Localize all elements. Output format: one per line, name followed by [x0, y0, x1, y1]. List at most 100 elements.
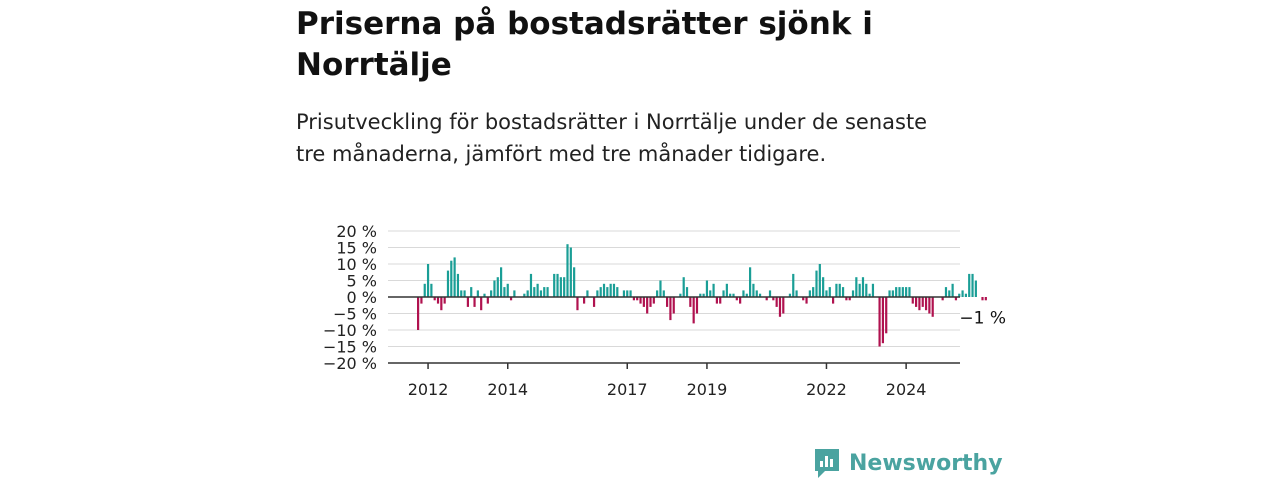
axes — [388, 296, 960, 364]
bar — [705, 280, 709, 297]
bar — [596, 290, 599, 297]
bar — [632, 297, 635, 301]
bar — [480, 297, 483, 311]
bar — [828, 287, 831, 297]
y-tick-label: 20 % — [336, 222, 377, 241]
bar — [456, 273, 460, 297]
bar — [436, 297, 440, 304]
bar — [898, 287, 901, 297]
bar — [490, 290, 493, 297]
y-tick-label: −5 % — [333, 305, 377, 324]
bar — [556, 273, 559, 297]
bar — [536, 283, 539, 297]
bar — [599, 287, 602, 297]
bar — [666, 297, 669, 307]
bar — [881, 297, 884, 344]
bar — [682, 277, 685, 297]
brand-logo: Newsworthy — [813, 446, 1003, 480]
bar — [639, 297, 642, 304]
bar — [964, 293, 967, 297]
bar — [765, 297, 768, 301]
brand-name: Newsworthy — [849, 450, 1003, 476]
bar — [885, 297, 888, 334]
bar — [649, 297, 652, 307]
bar — [808, 290, 811, 297]
bar — [523, 293, 526, 297]
y-tick-label: 15 % — [336, 239, 377, 258]
bar — [503, 287, 506, 297]
bar — [629, 290, 632, 297]
bar — [812, 287, 815, 297]
bar — [758, 293, 762, 297]
bar — [968, 273, 971, 297]
bar — [569, 247, 572, 297]
bar — [835, 283, 838, 297]
y-tick-label: −10 % — [323, 321, 377, 340]
bar — [871, 283, 875, 297]
bar — [745, 293, 748, 297]
bar — [775, 297, 778, 307]
bar — [450, 260, 453, 297]
bar — [529, 273, 533, 297]
bar — [602, 283, 606, 297]
bar — [443, 297, 446, 304]
bar — [509, 297, 513, 301]
bar — [473, 297, 476, 307]
bar — [493, 280, 496, 297]
bar — [636, 297, 639, 301]
bar — [815, 270, 818, 297]
bar — [732, 293, 735, 297]
bar — [695, 297, 699, 314]
bar — [513, 290, 516, 297]
x-tick-label: 2024 — [886, 380, 927, 399]
bar — [981, 297, 984, 301]
bar — [822, 277, 825, 297]
bar — [463, 290, 466, 297]
bar — [915, 297, 918, 307]
bar — [566, 244, 569, 297]
bar — [616, 287, 619, 297]
bar — [908, 287, 911, 297]
bar — [496, 277, 499, 297]
bar — [672, 297, 675, 314]
bar — [768, 290, 772, 297]
bar — [755, 290, 758, 297]
bar — [546, 287, 549, 297]
x-tick-label: 2019 — [687, 380, 728, 399]
grid-lines — [388, 230, 960, 347]
bar — [858, 283, 861, 297]
bar — [841, 287, 845, 297]
bar — [689, 297, 692, 307]
bar — [500, 267, 503, 297]
y-axis-tick-labels: 20 %15 %10 %5 %0 %−5 %−10 %−15 %−20 % — [323, 222, 377, 373]
bar — [420, 297, 423, 304]
bar — [855, 277, 858, 297]
x-tick-label: 2017 — [607, 380, 648, 399]
bar — [725, 283, 728, 297]
bar — [848, 297, 851, 301]
x-tick-label: 2022 — [806, 380, 847, 399]
bar — [722, 290, 725, 297]
bar — [719, 297, 722, 304]
bar — [749, 267, 752, 297]
bar — [609, 283, 612, 297]
x-axis-tick-labels: 2012 2014 2017 2019 2022 2024 — [408, 363, 927, 399]
bar — [861, 277, 865, 297]
bar — [646, 297, 649, 314]
bar — [805, 297, 808, 304]
y-tick-label: −15 % — [323, 338, 377, 357]
bar — [891, 290, 894, 297]
bar — [563, 277, 566, 297]
y-tick-label: 10 % — [336, 255, 377, 274]
bar — [974, 280, 977, 297]
bar — [460, 290, 463, 297]
bar — [931, 297, 934, 317]
bar — [905, 287, 908, 297]
bar — [440, 297, 443, 311]
bar — [709, 290, 712, 297]
bar — [559, 277, 562, 297]
bar — [984, 297, 987, 301]
bar — [430, 283, 433, 297]
chart-title: Priserna på bostadsrätter sjönk i Norrtä… — [296, 6, 873, 83]
bar — [825, 290, 828, 297]
